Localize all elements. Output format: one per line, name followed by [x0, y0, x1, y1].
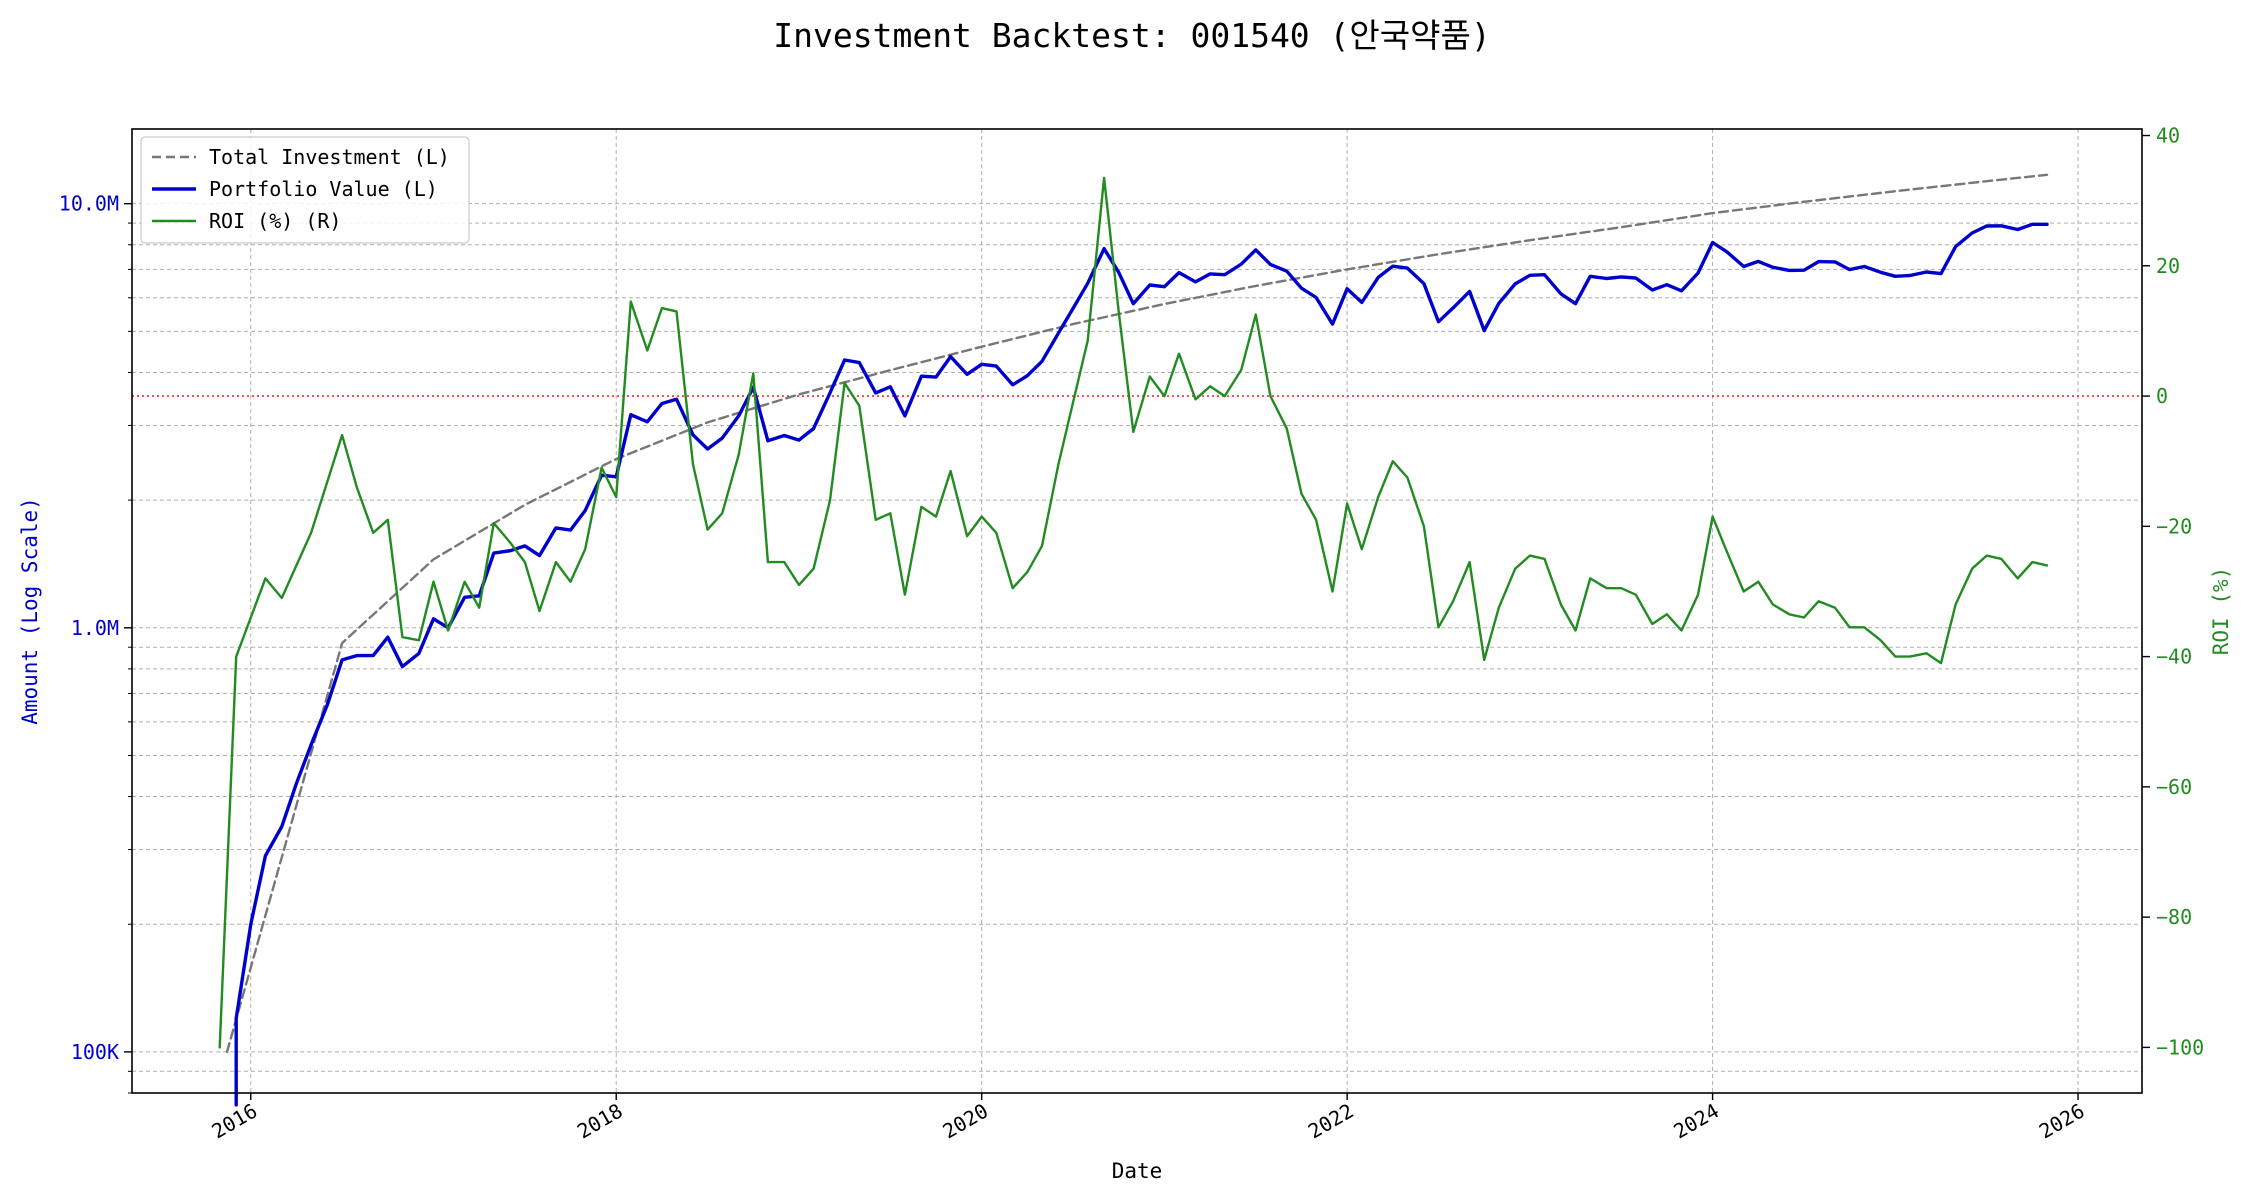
legend-box — [140, 136, 470, 244]
left-axis-label: Amount (Log Scale) — [18, 497, 42, 725]
right-tick-label-2: −60 — [2156, 775, 2192, 799]
plot-frame — [131, 128, 2143, 1094]
right-tick-label-0: −100 — [2156, 1035, 2204, 1059]
left-tick-label-2: 10.0M — [59, 192, 119, 216]
series-roi — [218, 176, 2049, 1049]
legend-label-total-investment: Total Investment (L) — [209, 145, 450, 169]
left-tick-label-0: 100K — [71, 1040, 119, 1064]
legend: Total Investment (L) Portfolio Value (L)… — [140, 136, 470, 244]
legend-label-roi: ROI (%) (R) — [209, 209, 341, 233]
right-axis-label: ROI (%) — [2209, 567, 2233, 656]
right-tick-label-1: −80 — [2156, 905, 2192, 929]
series-layer — [218, 173, 2049, 1107]
chart-title: Investment Backtest: 001540 (안국약품) — [773, 16, 1490, 55]
left-tick-label-1: 1.0M — [71, 616, 119, 640]
series-total-investment — [225, 173, 2049, 1054]
right-tick-label-3: −40 — [2156, 645, 2192, 669]
right-tick-label-7: 40 — [2156, 124, 2180, 148]
legend-label-portfolio-value: Portfolio Value (L) — [209, 177, 438, 201]
x-axis-label: Date — [1112, 1159, 1163, 1183]
right-tick-label-5: 0 — [2156, 384, 2168, 408]
right-tick-label-4: −20 — [2156, 514, 2192, 538]
right-tick-label-6: 20 — [2156, 254, 2180, 278]
series-portfolio-value — [234, 222, 2049, 1107]
right-axis-ticks: −100 −80 −60 −40 −20 0 20 40 — [2142, 124, 2204, 1059]
left-axis-ticks: 100K 1.0M 10.0M — [59, 192, 132, 1094]
